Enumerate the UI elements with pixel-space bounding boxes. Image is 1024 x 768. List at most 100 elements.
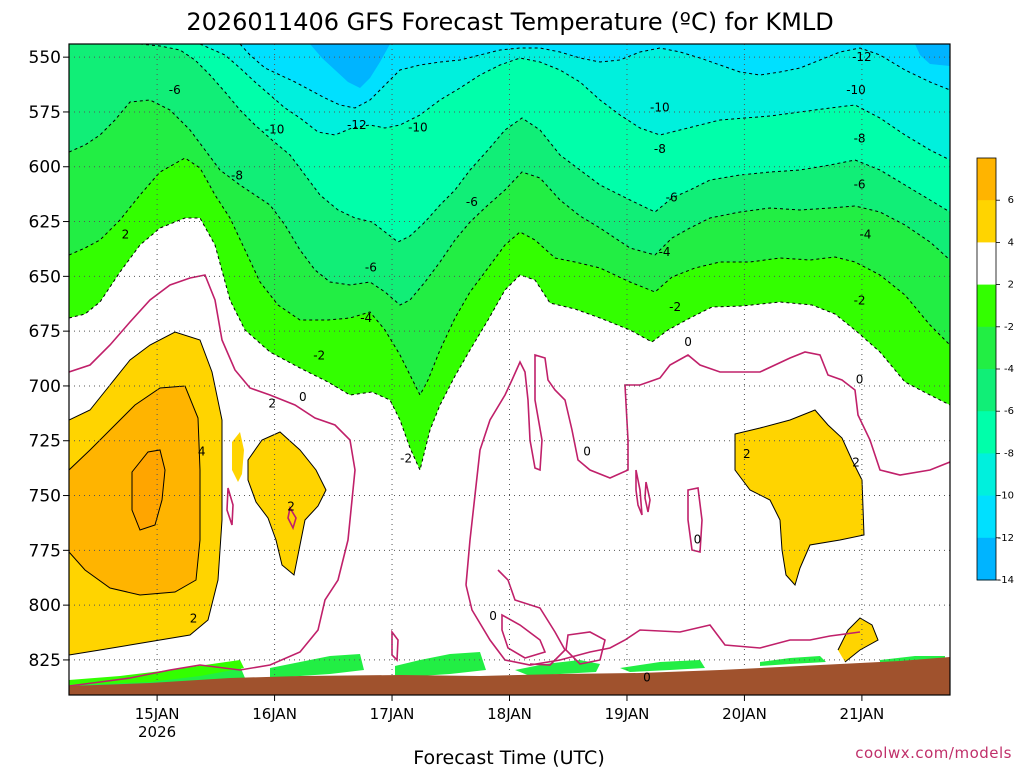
y-tick-label: 700 xyxy=(29,377,61,397)
contour-label: -12 xyxy=(852,50,872,64)
contour-label: 2 xyxy=(287,499,295,513)
colorbar-tick-label: -10 xyxy=(998,491,1014,502)
contour-label: 0 xyxy=(856,372,864,386)
near-surface-cold-pocket xyxy=(515,660,600,676)
isotherm-4 xyxy=(69,385,201,596)
chart-title: 2026011406 GFS Forecast Temperature (ºC)… xyxy=(186,8,833,36)
y-tick-label: 625 xyxy=(29,213,61,233)
contour-label: -10 xyxy=(846,83,866,97)
colorbar-tick-label: 6 xyxy=(1008,195,1014,206)
isotherm-6 xyxy=(131,449,166,531)
colorbar-band xyxy=(977,284,996,328)
contour-label: 2 xyxy=(852,456,860,470)
isotherm-2-east xyxy=(734,409,865,586)
x-tick-sublabel: 2026 xyxy=(138,723,176,741)
isotherm-minus6 xyxy=(69,99,950,306)
colorbar-band xyxy=(977,158,996,201)
isotherm-0 xyxy=(69,274,356,687)
y-tick-label: 550 xyxy=(29,48,61,68)
contour-label: -6 xyxy=(854,177,866,191)
contour-label: -4 xyxy=(859,228,871,242)
isotherm-minus10 xyxy=(199,44,950,161)
colorbar-tick-label: -14 xyxy=(998,575,1014,586)
contour-label: -8 xyxy=(654,142,666,156)
contour-label: 2 xyxy=(268,396,276,410)
cold-band-below-minus14-east xyxy=(915,44,950,66)
x-tick-label: 18JAN xyxy=(487,705,532,723)
colorbar-tick-label: -12 xyxy=(998,533,1014,544)
contour-label: -10 xyxy=(408,120,428,134)
y-axis: 550 575 600 625 650 675 700 725 750 775 800 825 xyxy=(29,48,69,671)
colorbar-tick-label: -6 xyxy=(1004,406,1014,417)
x-tick-label: 19JAN xyxy=(605,705,650,723)
y-tick-label: 650 xyxy=(29,267,61,287)
isotherm-0 xyxy=(391,629,399,662)
contour-label: 2 xyxy=(122,228,130,242)
warm-layer-2-to-4 xyxy=(248,432,326,575)
y-tick-label: 775 xyxy=(29,541,61,561)
contour-label: 0 xyxy=(299,390,307,404)
contour-label: -10 xyxy=(265,122,285,136)
colorbar-tick-label: -8 xyxy=(1004,448,1014,459)
contour-labels: -12 -6 -10 -12 -10 -10 -10 -8 -8 -8 -6 -6 -6 2 -4 -4 -6 -… xyxy=(122,50,872,684)
warm-layer-2-to-4 xyxy=(838,618,878,662)
near-surface-cold-pocket xyxy=(270,654,364,678)
cold-band-below-minus14 xyxy=(310,44,390,88)
cold-band-minus14-to-minus12 xyxy=(240,44,950,108)
colorbar-tick-label: -2 xyxy=(1004,322,1014,333)
contour-label: 4 xyxy=(198,445,206,459)
isotherm-2 xyxy=(69,331,223,656)
y-tick-label: 600 xyxy=(29,158,61,178)
x-tick-label: 21JAN xyxy=(840,705,885,723)
isotherm-minus8 xyxy=(139,44,950,243)
isotherm-minus4 xyxy=(69,157,950,397)
colorbar-tick-label: 2 xyxy=(1008,280,1014,291)
colorbar-band xyxy=(977,411,996,454)
x-tick-label: 20JAN xyxy=(722,705,767,723)
contour-label: -12 xyxy=(347,118,367,132)
y-tick-label: 675 xyxy=(29,322,61,342)
y-tick-label: 575 xyxy=(29,103,61,123)
contour-label: -2 xyxy=(854,293,866,307)
x-tick-label: 17JAN xyxy=(370,705,415,723)
colorbar-tick-label: 4 xyxy=(1008,237,1014,248)
isotherm-0 xyxy=(687,487,703,554)
isotherm-0 xyxy=(497,569,566,666)
contour-lines xyxy=(69,44,950,687)
isotherm-0 xyxy=(635,469,643,516)
x-axis-label: Forecast Time (UTC) xyxy=(413,747,604,768)
near-surface-cold-pocket xyxy=(760,656,826,666)
contour-label: 0 xyxy=(694,532,702,546)
colorbar-band xyxy=(977,242,996,286)
near-surface-cold-pocket xyxy=(620,660,705,672)
contour-label: -2 xyxy=(669,300,681,314)
contour-label: 2 xyxy=(190,611,198,625)
isotherm-minus2 xyxy=(69,217,950,472)
contour-label: 2 xyxy=(743,447,751,461)
near-surface-cold-pocket xyxy=(395,652,486,678)
x-tick-label: 15JAN xyxy=(135,705,180,723)
isotherm-2-east xyxy=(837,617,879,663)
contour-label: -2 xyxy=(313,348,325,362)
colorbar-band xyxy=(977,495,996,539)
contour-label: -6 xyxy=(466,195,478,209)
contour-label: 0 xyxy=(583,445,591,459)
isotherm-0 xyxy=(287,505,297,531)
isotherm-0 xyxy=(465,351,950,586)
x-tick-label: 16JAN xyxy=(252,705,297,723)
y-tick-label: 800 xyxy=(29,596,61,616)
colorbar-band xyxy=(977,537,996,581)
contour-label: 0 xyxy=(489,609,497,623)
y-tick-label: 750 xyxy=(29,487,61,507)
y-tick-label: 825 xyxy=(29,651,61,671)
contour-label: -6 xyxy=(666,190,678,204)
contour-label: -8 xyxy=(231,169,243,183)
warm-layer-2-to-4 xyxy=(232,432,244,482)
contour-label: -4 xyxy=(360,311,372,325)
contour-label: -6 xyxy=(365,261,377,275)
contour-label: -4 xyxy=(659,245,671,259)
y-tick-label: 725 xyxy=(29,432,61,452)
gridlines xyxy=(69,44,950,695)
credit-text: coolwx.com/models xyxy=(855,744,1012,762)
